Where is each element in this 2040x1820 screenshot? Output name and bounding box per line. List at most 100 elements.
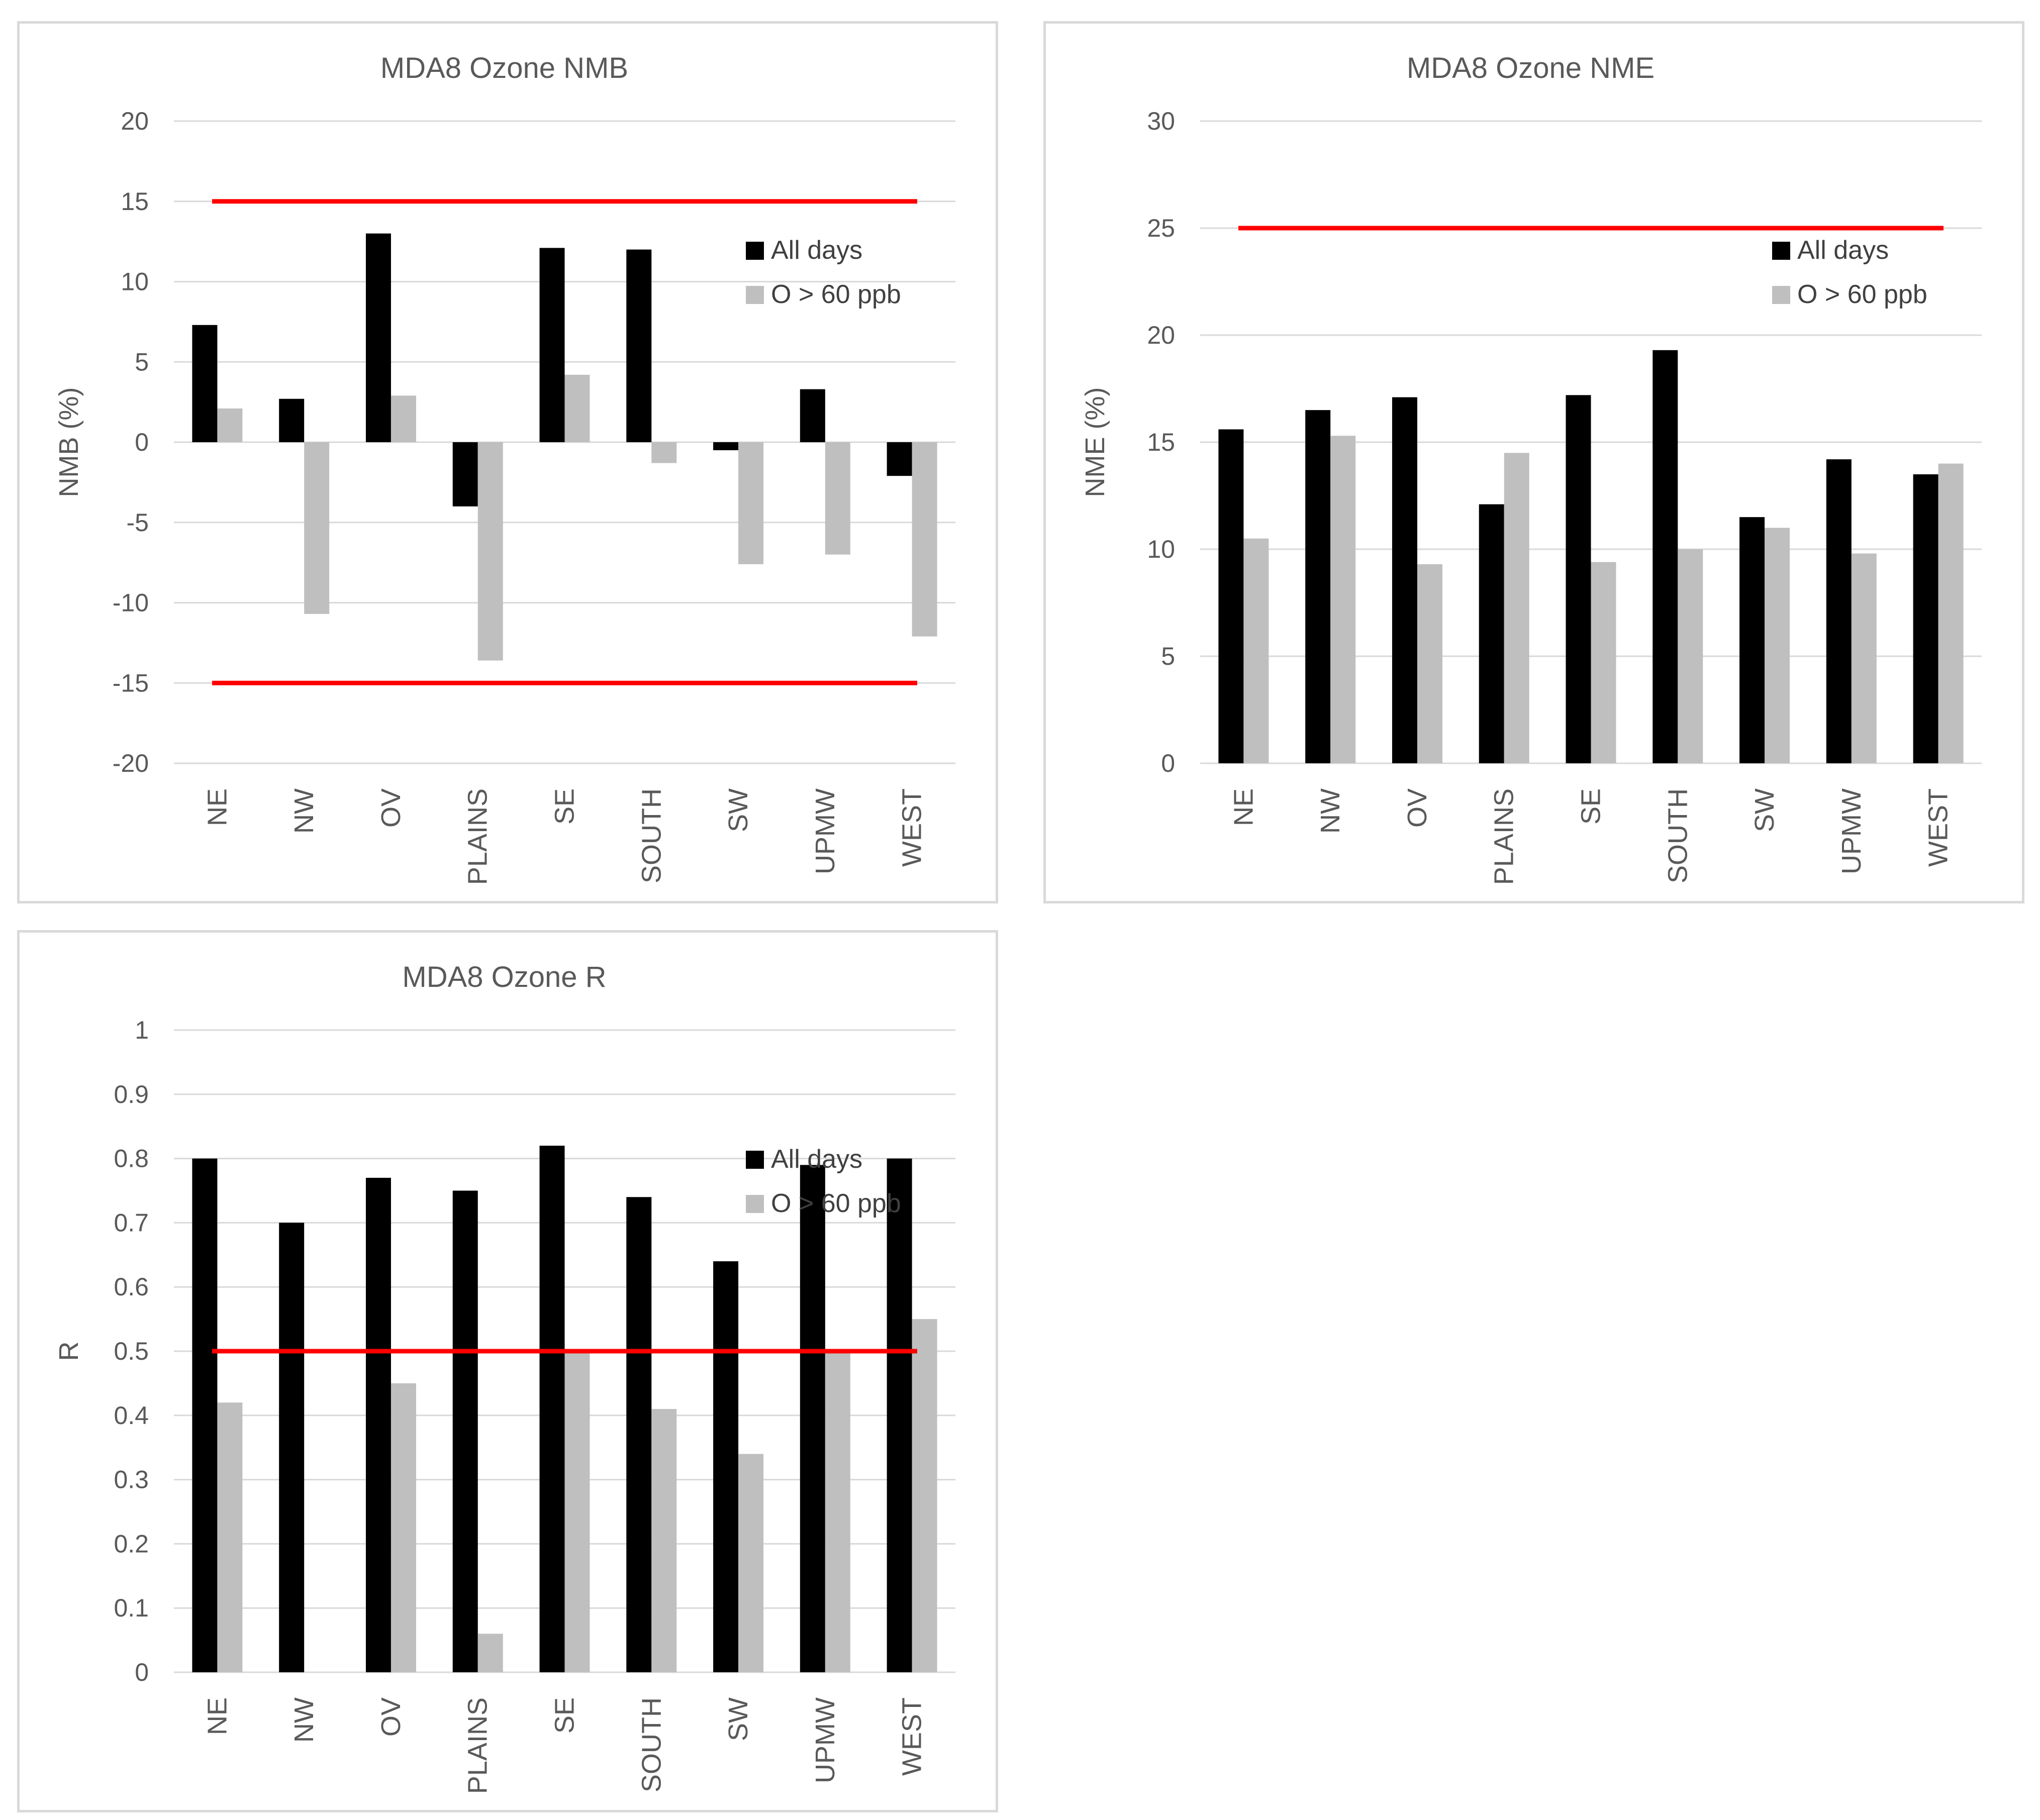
r-bar-all-days-plains [452, 1190, 478, 1672]
r-bar-all-days-south [626, 1197, 652, 1672]
nme-bar-o60-se [1591, 562, 1616, 763]
nmb-bar-o60-ne [217, 408, 243, 442]
nmb-x-category-label: SW [723, 788, 753, 832]
nme-y-tick-label: 5 [1161, 642, 1175, 670]
chart-panel-nmb: MDA8 Ozone NMB NMB (%) 20 15 10 5 0 -5 -10 -15 -20… [17, 21, 998, 903]
r-bar-o60-plains [477, 1634, 503, 1672]
nme-bar-o60-sw [1765, 528, 1790, 763]
r-bar-o60-south [651, 1409, 677, 1672]
r-legend-swatch-o60 [746, 1195, 764, 1213]
nmb-legend-swatch-all-days [746, 242, 764, 260]
nmb-bar-all-days-se [539, 248, 565, 442]
nmb-bar-o60-south [651, 442, 677, 463]
r-y-tick-label: 0.8 [114, 1145, 149, 1173]
nmb-x-category-label: OV [376, 788, 406, 828]
nme-bar-o60-plains [1504, 453, 1529, 763]
r-x-category-label: UPMW [810, 1697, 840, 1783]
nmb-bar-o60-sw [738, 442, 764, 564]
r-y-tick-label: 0.4 [114, 1401, 149, 1430]
nme-y-tick-label: 30 [1147, 107, 1175, 135]
r-y-tick-label: 0.5 [114, 1337, 149, 1365]
r-legend-label-all-days: All days [771, 1145, 862, 1174]
r-bar-o60-ov [391, 1383, 416, 1672]
nmb-x-category-label: WEST [897, 788, 927, 867]
nmb-bar-all-days-sw [713, 442, 739, 450]
nme-bar-o60-ov [1417, 564, 1442, 763]
nme-bar-o60-ne [1243, 538, 1269, 763]
r-y-tick-label: 0.3 [114, 1466, 149, 1494]
nme-bar-all-days-south [1653, 350, 1678, 763]
nmb-bar-o60-nw [304, 442, 330, 614]
nmb-bar-all-days-plains [452, 442, 478, 507]
r-y-tick-label: 0.2 [114, 1530, 149, 1558]
r-bar-o60-sw [738, 1454, 764, 1672]
nme-y-tick-label: 10 [1147, 535, 1175, 563]
nmb-bar-all-days-nw [279, 398, 305, 442]
r-bar-o60-upmw [825, 1351, 850, 1672]
nmb-bar-o60-plains [477, 442, 503, 661]
nmb-y-tick-label: 10 [121, 268, 149, 296]
nme-bar-all-days-ov [1392, 397, 1417, 763]
nmb-y-tick-label: 15 [121, 187, 149, 216]
nmb-legend-label-all-days: All days [771, 236, 862, 265]
r-bar-all-days-ov [365, 1177, 391, 1672]
nme-bar-all-days-se [1566, 395, 1591, 763]
r-y-tick-label: 1 [135, 1016, 149, 1044]
nme-x-category-label: SOUTH [1663, 788, 1693, 883]
r-y-axis-title: R [54, 1342, 84, 1361]
r-x-category-label: NW [289, 1697, 319, 1743]
nmb-y-tick-label: -5 [127, 509, 149, 537]
r-bar-all-days-nw [279, 1223, 305, 1672]
chart-panel-r: MDA8 Ozone R R 1 0.9 0.8 0.7 0.6 0.5 0.4 0.3 0.2 0.… [17, 930, 998, 1812]
nme-y-axis-title: NME (%) [1080, 387, 1110, 497]
nme-x-category-label: WEST [1923, 788, 1954, 867]
r-y-tick-label: 0 [135, 1658, 149, 1686]
r-chart-svg: MDA8 Ozone R R 1 0.9 0.8 0.7 0.6 0.5 0.4 0.3 0.2 0.… [54, 961, 955, 1794]
r-bar-all-days-sw [713, 1261, 739, 1672]
r-legend-label-o60: O > 60 ppb [771, 1189, 901, 1218]
nmb-legend-swatch-o60 [746, 286, 764, 304]
r-chart-title: MDA8 Ozone R [402, 961, 606, 993]
nme-bar-o60-upmw [1851, 553, 1877, 763]
nmb-bar-o60-se [564, 374, 590, 442]
nmb-x-category-label: NW [289, 788, 319, 834]
r-x-category-label: WEST [897, 1697, 927, 1776]
nme-bar-o60-south [1678, 549, 1703, 763]
r-y-tick-label: 0.1 [114, 1594, 149, 1622]
nmb-y-tick-label: 20 [121, 107, 149, 135]
nmb-bar-all-days-ov [365, 233, 391, 442]
nmb-y-axis-title: NMB (%) [54, 387, 84, 497]
nme-y-tick-label: 25 [1147, 214, 1175, 242]
nme-y-tick-label: 0 [1161, 749, 1175, 777]
nmb-x-category-label: NE [202, 788, 232, 826]
nme-x-category-label: PLAINS [1489, 788, 1519, 885]
nme-legend-label-o60: O > 60 ppb [1797, 280, 1927, 309]
r-bar-all-days-west [887, 1158, 912, 1672]
r-x-category-label: SOUTH [636, 1697, 666, 1792]
nme-bar-all-days-plains [1479, 504, 1504, 763]
nmb-bar-all-days-upmw [800, 389, 825, 442]
nmb-x-category-label: SOUTH [636, 788, 666, 883]
r-y-tick-label: 0.6 [114, 1273, 149, 1301]
nmb-x-category-label: PLAINS [463, 788, 493, 885]
nmb-y-tick-label: -10 [113, 589, 149, 617]
nmb-y-tick-label: 0 [135, 428, 149, 456]
nme-x-category-label: OV [1402, 788, 1432, 828]
nmb-bar-all-days-south [626, 249, 652, 442]
nme-bar-all-days-upmw [1826, 459, 1852, 763]
nme-bar-all-days-west [1913, 474, 1938, 763]
nme-x-category-label: NE [1228, 788, 1258, 826]
nmb-legend-label-o60: O > 60 ppb [771, 280, 901, 309]
r-x-category-label: PLAINS [463, 1697, 493, 1794]
nme-x-category-label: SW [1750, 788, 1780, 832]
nmb-chart-title: MDA8 Ozone NMB [380, 52, 628, 84]
r-bar-o60-west [912, 1319, 937, 1672]
nmb-x-category-label: UPMW [810, 788, 840, 874]
r-x-category-label: OV [376, 1697, 406, 1737]
nmb-chart-svg: MDA8 Ozone NMB NMB (%) 20 15 10 5 0 -5 -10 -15 -20… [54, 52, 955, 885]
nme-y-tick-label: 15 [1147, 428, 1175, 456]
nmb-bar-o60-west [912, 442, 937, 637]
nme-legend-label-all-days: All days [1797, 236, 1889, 265]
nme-legend-swatch-o60 [1772, 286, 1790, 304]
nme-chart-title: MDA8 Ozone NME [1407, 52, 1655, 84]
